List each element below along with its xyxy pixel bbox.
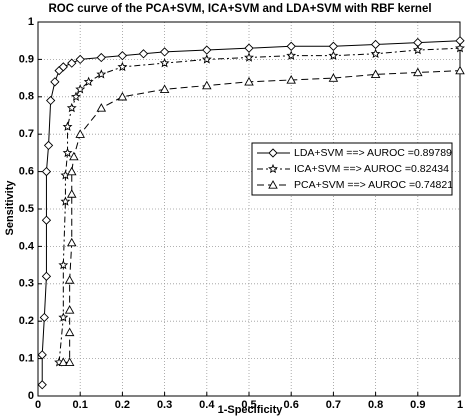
data-point <box>83 76 94 87</box>
data-point <box>286 75 296 84</box>
y-tick-label: 0.4 <box>19 240 35 252</box>
x-tick-label: 0.7 <box>326 399 341 411</box>
x-tick-label: 0 <box>35 399 41 411</box>
data-point <box>286 50 297 60</box>
data-point <box>64 305 75 314</box>
y-axis-label: Sensitivity <box>4 180 16 236</box>
data-point <box>62 121 73 131</box>
y-tick-label: 0.2 <box>19 315 34 327</box>
data-point <box>159 47 170 57</box>
legend-marker <box>268 148 278 158</box>
data-point <box>62 147 73 158</box>
data-point <box>286 41 296 51</box>
data-point <box>455 65 465 75</box>
data-point <box>64 275 75 284</box>
data-point <box>328 50 339 60</box>
data-point <box>46 95 56 106</box>
x-tick-label: 0.5 <box>241 399 256 411</box>
data-point <box>202 45 212 55</box>
data-point <box>50 77 60 87</box>
data-point <box>37 350 47 360</box>
legend-marker <box>268 180 278 189</box>
data-point <box>159 57 170 68</box>
data-point <box>75 129 85 138</box>
data-point <box>202 80 212 90</box>
data-point <box>69 151 79 161</box>
data-point <box>370 48 381 58</box>
x-axis-label: 1-Specificity <box>218 404 284 416</box>
series-line <box>41 40 461 385</box>
data-point <box>66 237 77 247</box>
data-point <box>58 312 69 322</box>
plot-frame <box>37 21 461 397</box>
chart-title: ROC curve of the PCA+SVM, ICA+SVM and LD… <box>48 3 431 15</box>
y-tick-label: 0.5 <box>19 203 34 215</box>
y-tick-label: 0.8 <box>19 91 34 103</box>
data-point <box>96 69 107 79</box>
x-tick-label: 0.1 <box>73 399 88 411</box>
data-point <box>96 52 106 63</box>
data-point <box>41 215 52 225</box>
data-point <box>370 69 381 79</box>
data-point <box>41 271 52 281</box>
data-point <box>71 91 81 101</box>
data-point <box>64 327 75 337</box>
data-point <box>96 103 107 112</box>
data-point <box>117 61 128 72</box>
data-point <box>66 102 77 113</box>
data-point <box>60 196 71 206</box>
legend-label: ICA+SVM ==> AUROC =0.82434 <box>294 163 449 175</box>
y-tick-label: 0.3 <box>19 278 34 290</box>
data-point <box>66 166 77 176</box>
x-tick-label: 1 <box>457 399 463 411</box>
x-tick-label: 0.4 <box>199 399 215 411</box>
y-tick-label: 0.1 <box>19 353 34 365</box>
data-point <box>370 39 381 50</box>
data-point <box>412 44 423 55</box>
series-line <box>58 47 461 363</box>
x-tick-label: 0.6 <box>284 399 299 411</box>
data-point <box>159 84 170 93</box>
x-tick-label: 0.3 <box>157 399 172 411</box>
data-point <box>75 54 85 65</box>
data-point <box>41 166 52 177</box>
data-point <box>328 41 339 51</box>
series-line <box>63 70 461 363</box>
legend-marker <box>268 163 278 174</box>
data-point <box>117 51 128 61</box>
y-tick-label: 0.9 <box>19 53 34 65</box>
data-point <box>244 52 254 62</box>
data-point <box>244 43 254 53</box>
data-point <box>201 54 212 64</box>
x-tick-label: 0.8 <box>368 399 383 411</box>
y-tick-label: 1 <box>28 16 34 28</box>
data-point <box>244 76 254 86</box>
data-point <box>39 312 49 323</box>
data-point <box>67 58 77 68</box>
data-point <box>328 73 339 82</box>
data-point <box>37 380 47 390</box>
data-point <box>64 357 75 366</box>
data-point <box>455 43 465 53</box>
data-point <box>58 357 69 366</box>
y-tick-label: 0.6 <box>19 166 34 178</box>
x-tick-label: 0.2 <box>115 399 130 411</box>
data-point <box>58 259 69 270</box>
data-point <box>66 189 77 198</box>
data-point <box>58 62 68 72</box>
legend-label: LDA+SVM ==> AUROC =0.89789 <box>294 147 452 159</box>
y-tick-label: 0 <box>28 390 34 402</box>
data-point <box>138 49 149 59</box>
x-tick-label: 0.9 <box>410 399 425 411</box>
data-point <box>75 84 86 94</box>
legend-label: PCA+SVM ==> AUROC =0.74821 <box>294 179 453 191</box>
data-point <box>43 140 54 151</box>
data-point <box>413 67 423 77</box>
data-point <box>117 91 128 101</box>
y-tick-label: 0.7 <box>19 128 34 140</box>
